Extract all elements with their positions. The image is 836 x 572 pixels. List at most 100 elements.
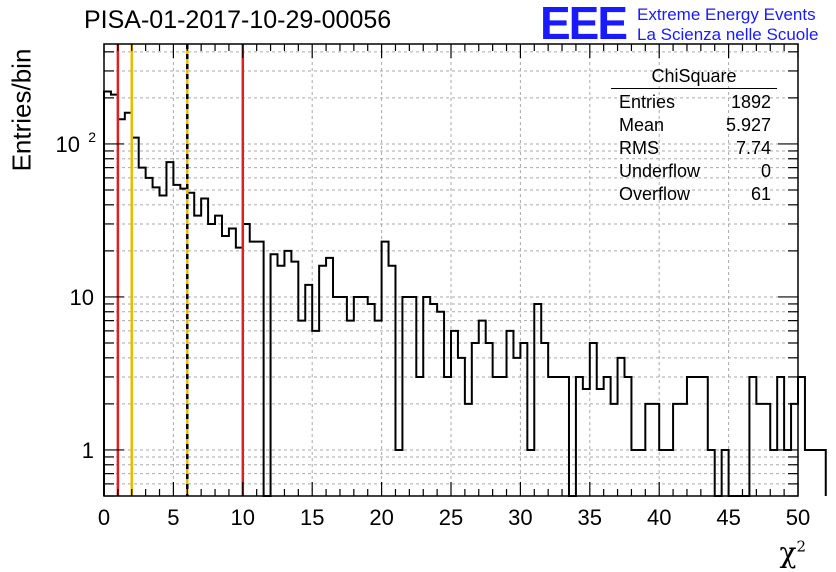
histogram-bin xyxy=(472,343,479,496)
histogram-bin xyxy=(166,162,173,496)
histogram-bin xyxy=(104,92,111,496)
histogram-bin xyxy=(312,331,319,496)
stats-row: RMS 7.74 xyxy=(611,137,777,160)
histogram-bars xyxy=(103,90,827,497)
histogram-bin xyxy=(361,297,368,496)
histogram-bin xyxy=(451,331,458,496)
histogram-bin xyxy=(146,178,153,496)
x-tick-label: 15 xyxy=(300,505,324,530)
histogram-bin xyxy=(284,251,291,496)
histogram-bin xyxy=(479,321,486,496)
histogram-bin xyxy=(493,377,500,496)
histogram-bin xyxy=(756,404,763,496)
x-tick-label: 35 xyxy=(578,505,602,530)
histogram-bin xyxy=(278,266,285,496)
stats-value: 0 xyxy=(760,161,771,181)
histogram-bin xyxy=(423,297,430,496)
threshold-lines xyxy=(116,44,245,496)
histogram-bin xyxy=(576,377,583,496)
x-tick-label: 30 xyxy=(508,505,532,530)
histogram-bin xyxy=(458,358,465,496)
stats-box: ChiSquare Entries 1892 Mean 5.927 RMS 7.74 Und… xyxy=(611,66,777,206)
eee-logo: EEE xyxy=(540,0,628,49)
histogram-bin xyxy=(194,216,201,496)
histogram-bin xyxy=(618,358,625,496)
histogram-bin xyxy=(625,377,632,496)
histogram-bin xyxy=(201,198,208,496)
histogram-bin xyxy=(291,262,298,496)
histogram-bin xyxy=(500,377,507,496)
y-axis-label: Entries/bin xyxy=(6,48,37,172)
x-tick-label: 20 xyxy=(369,505,393,530)
histogram-bin xyxy=(652,404,659,496)
histogram-bin xyxy=(382,242,389,496)
histogram-bin xyxy=(298,321,305,496)
histogram-bin xyxy=(798,377,805,496)
histogram-bin xyxy=(215,216,222,496)
histogram-bin xyxy=(666,450,673,496)
histogram-bin xyxy=(250,242,257,496)
y-tick-label: 1 xyxy=(82,438,94,463)
histogram-bin xyxy=(708,450,715,496)
histogram-bin xyxy=(562,377,569,496)
stats-value: 61 xyxy=(750,184,771,204)
histogram-bin xyxy=(153,187,160,496)
histogram-bin xyxy=(638,450,645,496)
x-tick-label: 50 xyxy=(786,505,810,530)
histogram-bin xyxy=(208,224,215,496)
grid-lines xyxy=(104,44,798,496)
histogram-bin xyxy=(770,450,777,496)
y-axis-ticks: 1 10 10 2 xyxy=(56,51,798,497)
histogram-bin xyxy=(604,377,611,496)
histogram-bin xyxy=(611,404,618,496)
stats-label: Underflow xyxy=(619,161,701,181)
histogram-bin xyxy=(257,242,264,496)
histogram-bin xyxy=(722,450,729,496)
x-axis-ticks: 0 5 10 15 20 25 30 35 40 45 50 xyxy=(98,44,810,530)
histogram-bin xyxy=(395,450,402,496)
histogram-bin xyxy=(777,377,784,496)
x-tick-label: 45 xyxy=(716,505,740,530)
histogram-bin xyxy=(465,404,472,496)
histogram-bin xyxy=(333,297,340,496)
x-tick-label: 0 xyxy=(98,505,110,530)
histogram-bin xyxy=(680,404,687,496)
stats-label: RMS xyxy=(619,138,659,158)
chart-title: PISA-01-2017-10-29-00056 xyxy=(84,6,392,34)
histogram-bin xyxy=(430,304,437,496)
stats-value: 1892 xyxy=(730,92,771,112)
x-tick-label: 25 xyxy=(439,505,463,530)
histogram-bin xyxy=(548,377,555,496)
stats-row: Underflow 0 xyxy=(611,160,777,183)
histogram-bin xyxy=(305,285,312,496)
histogram-bin xyxy=(520,343,527,496)
histogram-bin xyxy=(444,377,451,496)
histogram-bin xyxy=(555,377,562,496)
histogram-bin xyxy=(340,297,347,496)
histogram-bin xyxy=(534,304,541,496)
stats-label: Overflow xyxy=(619,184,691,204)
stats-label: Mean xyxy=(619,115,665,135)
histogram-bin xyxy=(347,321,354,496)
histogram-bin xyxy=(763,404,770,496)
histogram-bin xyxy=(409,297,416,496)
histogram-bin xyxy=(590,343,597,496)
histogram-bin xyxy=(541,343,548,496)
stats-rows: Entries 1892 Mean 5.927 RMS 7.74 Underflow 0 Ove… xyxy=(611,91,777,206)
histogram-bin xyxy=(659,450,666,496)
histogram-bin xyxy=(513,358,520,496)
histogram-bin xyxy=(507,331,514,496)
stats-title: ChiSquare xyxy=(611,66,777,89)
histogram-bin xyxy=(812,450,819,496)
histogram-bin xyxy=(437,312,444,496)
x-tick-label: 5 xyxy=(167,505,179,530)
stats-row: Mean 5.927 xyxy=(611,114,777,137)
histogram-bin xyxy=(271,254,278,496)
stats-label: Entries xyxy=(619,92,676,112)
logo-text-line1: Extreme Energy Events xyxy=(637,5,816,24)
y-tick-label: 10 xyxy=(70,285,94,310)
histogram-bin xyxy=(673,404,680,496)
histogram-bin xyxy=(222,236,229,496)
logo-text-line2: La Scienza nelle Scuole xyxy=(637,25,819,44)
